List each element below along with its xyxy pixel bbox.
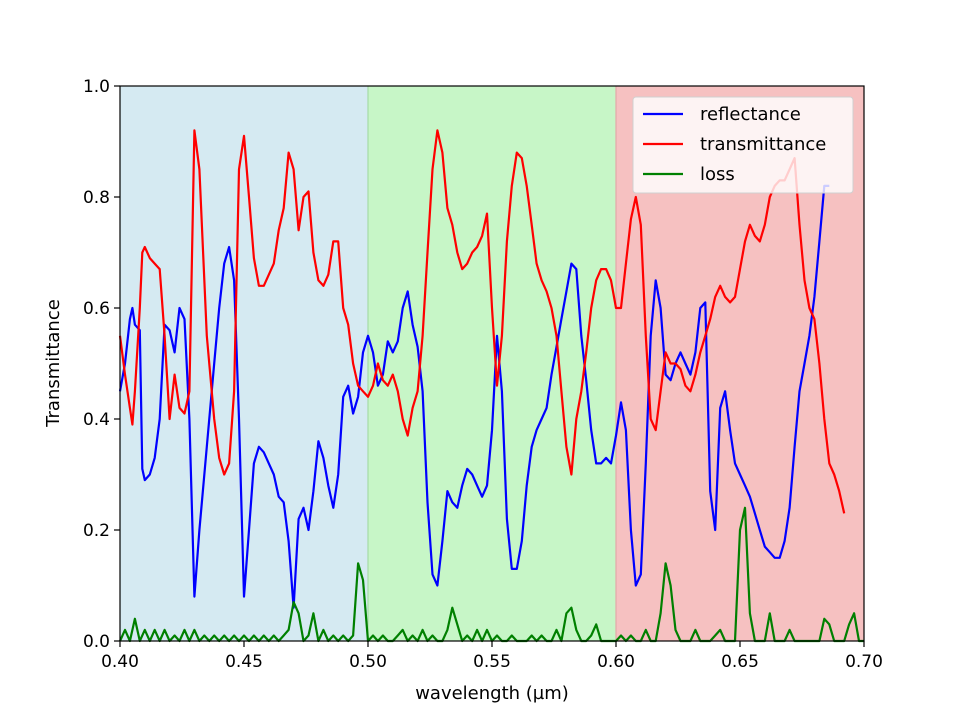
band-0: [120, 86, 368, 641]
series-line-reflectance: [118, 184, 830, 609]
x-tick-label: 0.60: [597, 652, 635, 672]
legend-label-loss: loss: [700, 164, 735, 185]
x-tick-label: 0.55: [473, 652, 511, 672]
y-tick-label: 0.6: [83, 299, 110, 319]
legend: reflectance transmittance loss: [632, 96, 854, 194]
x-tick-label: 0.40: [101, 652, 139, 672]
x-axis-label: wavelength (µm): [415, 683, 569, 704]
y-axis-ticks: 0.0 0.2 0.4 0.6 0.8 1.0: [83, 77, 120, 652]
x-tick-label: 0.70: [845, 652, 883, 672]
y-tick-label: 0.4: [83, 410, 110, 430]
y-axis-label: Transmittance: [43, 299, 64, 428]
y-tick-label: 0.8: [83, 188, 110, 208]
legend-label-reflectance: reflectance: [700, 104, 801, 125]
x-axis-ticks: 0.40 0.45 0.50 0.55 0.60 0.65 0.70: [101, 641, 883, 672]
x-tick-label: 0.50: [349, 652, 387, 672]
legend-label-transmittance: transmittance: [700, 134, 826, 155]
y-tick-label: 1.0: [83, 77, 110, 97]
y-tick-label: 0.2: [83, 521, 110, 541]
x-tick-label: 0.45: [225, 652, 263, 672]
series-line-transmittance: [118, 129, 846, 514]
x-tick-label: 0.65: [721, 652, 759, 672]
legend-box: [632, 96, 854, 194]
band-1: [368, 86, 616, 641]
y-tick-label: 0.0: [83, 632, 110, 652]
